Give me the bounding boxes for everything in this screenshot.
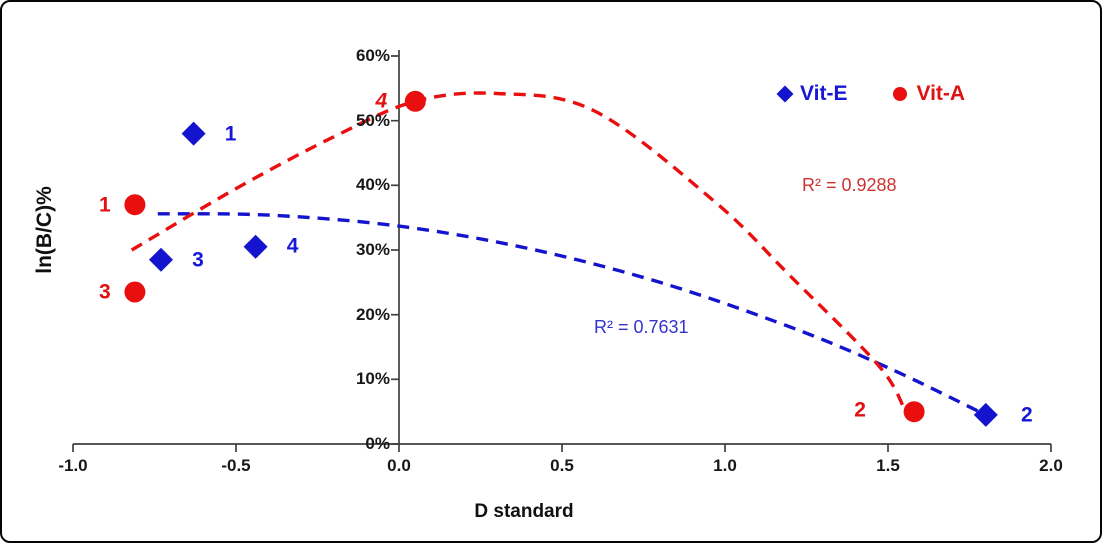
legend-item-vit-a: Vit-A (893, 83, 965, 105)
x-axis-title: D standard (474, 501, 574, 522)
legend-item-vit-e: Vit-E (776, 82, 848, 105)
point-vit-a-4 (404, 90, 426, 112)
point-vit-e-1 (181, 121, 206, 146)
point-vit-a-1 (124, 194, 146, 216)
legend: Vit-E Vit-A (776, 82, 965, 105)
trend-line-vit-e (157, 212, 987, 417)
diamond-marker-icon (776, 85, 794, 103)
point-vit-e-3 (149, 247, 173, 272)
point-vit-a-3 (124, 281, 146, 303)
trend-line-vit-a (130, 91, 906, 410)
point-vit-e-4 (243, 234, 268, 259)
y-axis-title: ln(B/C)% (33, 186, 56, 274)
circle-marker-icon (893, 87, 908, 101)
legend-label-vit-e: Vit-E (800, 82, 848, 105)
point-vit-a-2 (903, 401, 925, 423)
point-vit-e-2 (973, 402, 998, 427)
r-squared-vit-a: R² = 0.9288 (802, 175, 897, 195)
r-squared-vit-e: R² = 0.7631 (594, 317, 689, 337)
legend-label-vit-a: Vit-A (916, 82, 966, 105)
